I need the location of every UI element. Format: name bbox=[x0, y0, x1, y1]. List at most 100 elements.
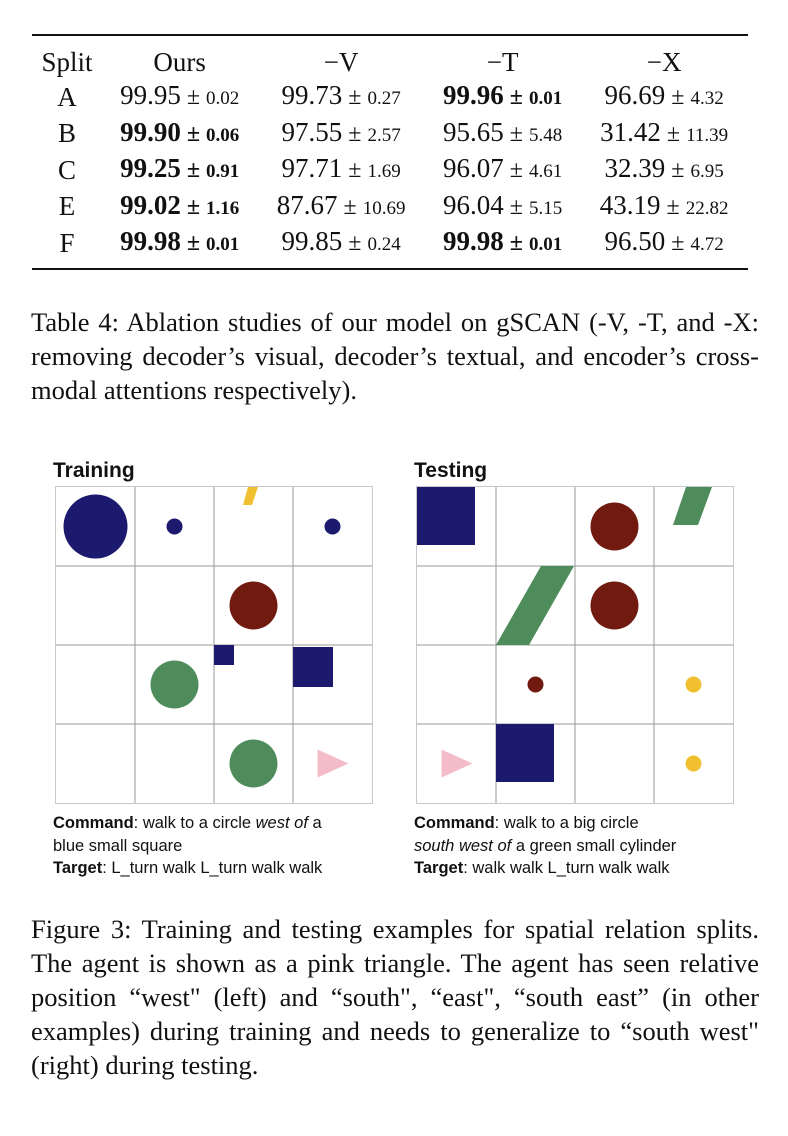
target-text: : L_turn walk L_turn walk walk bbox=[102, 859, 323, 877]
table-row: F 99.98 ± 0.01 99.85 ± 0.24 99.98 ± 0.01 96.… bbox=[32, 225, 748, 262]
result-cell: 99.96 ± 0.01 bbox=[425, 79, 580, 116]
grid-world-training bbox=[56, 487, 372, 803]
mean-value: 99.98 bbox=[120, 226, 181, 256]
std-value: ± 0.02 bbox=[180, 84, 240, 110]
result-cell: 99.90 ± 0.06 bbox=[102, 116, 257, 153]
table-row: B 99.90 ± 0.06 97.55 ± 2.57 95.65 ± 5.48 31.… bbox=[32, 116, 748, 153]
yellow-small-circle bbox=[685, 676, 702, 693]
command-label: Command bbox=[53, 814, 134, 832]
split-label: E bbox=[58, 191, 76, 221]
target-line-testing: Target: walk walk L_turn walk walk bbox=[414, 857, 754, 880]
panel-text-testing: Command: walk to a big circle south west… bbox=[414, 812, 754, 880]
split-label: B bbox=[57, 118, 76, 148]
split-label: F bbox=[59, 227, 75, 258]
agent-pink-triangle bbox=[317, 749, 349, 778]
std-value: ± 0.91 bbox=[180, 157, 240, 183]
command-line-testing: Command: walk to a big circle bbox=[414, 812, 754, 835]
panel-text-training: Command: walk to a circle west of a blue… bbox=[53, 812, 393, 880]
table-bottom-rule bbox=[32, 267, 748, 270]
result-cell: 43.19 ± 22.82 bbox=[580, 189, 748, 226]
target-label: Target bbox=[414, 859, 464, 877]
panel-title-training: Training bbox=[53, 459, 135, 482]
target-line-training: Target: L_turn walk L_turn walk walk bbox=[53, 857, 393, 880]
std-value: ± 22.82 bbox=[660, 193, 729, 220]
yellow-small-cylinder bbox=[243, 487, 258, 505]
result-cell: 96.07 ± 4.61 bbox=[425, 152, 580, 189]
table-row: C 99.25 ± 0.91 97.71 ± 1.69 96.07 ± 4.61 32.… bbox=[32, 152, 748, 189]
mean-value: 31.42 bbox=[600, 116, 661, 147]
mean-value: 99.98 bbox=[443, 226, 504, 256]
mean-value: 96.07 bbox=[443, 153, 504, 183]
command-text: : walk to a circle west of a bbox=[133, 814, 322, 832]
std-value: ± 4.72 bbox=[665, 230, 724, 256]
green-small-cylinder bbox=[673, 487, 712, 525]
table-header-row: Split Ours −V −T −X bbox=[32, 36, 748, 79]
header-minus-x: −X bbox=[646, 47, 682, 77]
mean-value: 99.96 bbox=[443, 80, 504, 110]
command-label: Command bbox=[414, 814, 495, 832]
mean-value: 97.71 bbox=[281, 153, 343, 183]
table-row: A 99.95 ± 0.02 99.73 ± 0.27 99.96 ± 0.01 96.… bbox=[32, 79, 748, 116]
header-minus-v: −V bbox=[323, 47, 359, 77]
std-value: ± 4.61 bbox=[503, 157, 563, 183]
mean-value: 99.90 bbox=[120, 116, 181, 147]
target-text: : walk walk L_turn walk walk bbox=[463, 859, 670, 877]
target-label: Target bbox=[53, 859, 103, 877]
result-cell: 31.42 ± 11.39 bbox=[580, 116, 748, 153]
mean-value: 43.19 bbox=[599, 189, 661, 220]
result-cell: 99.98 ± 0.01 bbox=[425, 225, 580, 262]
mean-value: 99.95 bbox=[120, 80, 181, 110]
result-cell: 96.69 ± 4.32 bbox=[580, 79, 748, 116]
blue-medium-square bbox=[496, 724, 554, 782]
std-value: ± 0.01 bbox=[503, 84, 563, 110]
table-row: E 99.02 ± 1.16 87.67 ± 10.69 96.04 ± 5.15 43… bbox=[32, 189, 748, 226]
blue-big-circle bbox=[63, 494, 128, 559]
mean-value: 97.55 bbox=[281, 116, 343, 147]
mean-value: 96.69 bbox=[604, 80, 666, 110]
grid-testing bbox=[416, 486, 734, 804]
results-table-block: Split Ours −V −T −X A 99.95 ± 0.02 99.73 ±… bbox=[32, 34, 748, 270]
split-label: A bbox=[57, 81, 77, 112]
mean-value: 99.73 bbox=[281, 80, 343, 110]
mean-value: 99.25 bbox=[120, 153, 181, 183]
header-minus-t: −T bbox=[486, 47, 519, 77]
result-cell: 99.95 ± 0.02 bbox=[102, 79, 257, 116]
yellow-small-circle bbox=[685, 755, 702, 772]
std-value: ± 1.69 bbox=[342, 157, 401, 183]
mean-value: 99.02 bbox=[120, 189, 181, 220]
mean-value: 32.39 bbox=[604, 153, 666, 183]
std-value: ± 5.48 bbox=[503, 120, 563, 147]
std-value: ± 2.57 bbox=[342, 120, 401, 147]
mean-value: 99.85 bbox=[281, 226, 343, 256]
header-split: Split bbox=[41, 47, 93, 77]
command-line2-training: blue small square bbox=[53, 836, 183, 855]
result-cell: 99.98 ± 0.01 bbox=[102, 225, 257, 262]
blue-medium-square bbox=[417, 487, 475, 545]
green-big-cylinder bbox=[496, 566, 574, 645]
figure-caption: Figure 3: Training and testing examples … bbox=[31, 914, 759, 1080]
result-cell: 32.39 ± 6.95 bbox=[580, 152, 748, 189]
std-value: ± 1.16 bbox=[180, 193, 240, 220]
std-value: ± 6.95 bbox=[665, 157, 724, 183]
header-ours: Ours bbox=[153, 47, 206, 77]
grid-world-testing bbox=[417, 487, 733, 803]
std-value: ± 4.32 bbox=[665, 84, 724, 110]
blue-small-square bbox=[214, 645, 234, 665]
command-text: : walk to a big circle bbox=[494, 814, 639, 832]
result-cell: 97.71 ± 1.69 bbox=[257, 152, 425, 189]
std-value: ± 0.01 bbox=[180, 230, 240, 256]
table-body: A 99.95 ± 0.02 99.73 ± 0.27 99.96 ± 0.01 96.… bbox=[32, 79, 748, 262]
std-value: ± 10.69 bbox=[337, 193, 406, 220]
agent-pink-triangle bbox=[441, 749, 473, 778]
mean-value: 95.65 bbox=[443, 116, 504, 147]
result-cell: 99.25 ± 0.91 bbox=[102, 152, 257, 189]
result-cell: 99.02 ± 1.16 bbox=[102, 189, 257, 226]
command-line-training: Command: walk to a circle west of a bbox=[53, 812, 393, 835]
table-caption: Table 4: Ablation studies of our model o… bbox=[31, 307, 759, 405]
std-value: ± 0.06 bbox=[180, 120, 240, 147]
command-line2-testing: south west of a green small cylinder bbox=[414, 836, 677, 855]
blue-small-circle bbox=[324, 518, 341, 535]
mean-value: 87.67 bbox=[276, 189, 338, 220]
ablation-table: Split Ours −V −T −X A 99.95 ± 0.02 99.73 ±… bbox=[32, 36, 748, 262]
std-value: ± 0.27 bbox=[342, 84, 401, 110]
